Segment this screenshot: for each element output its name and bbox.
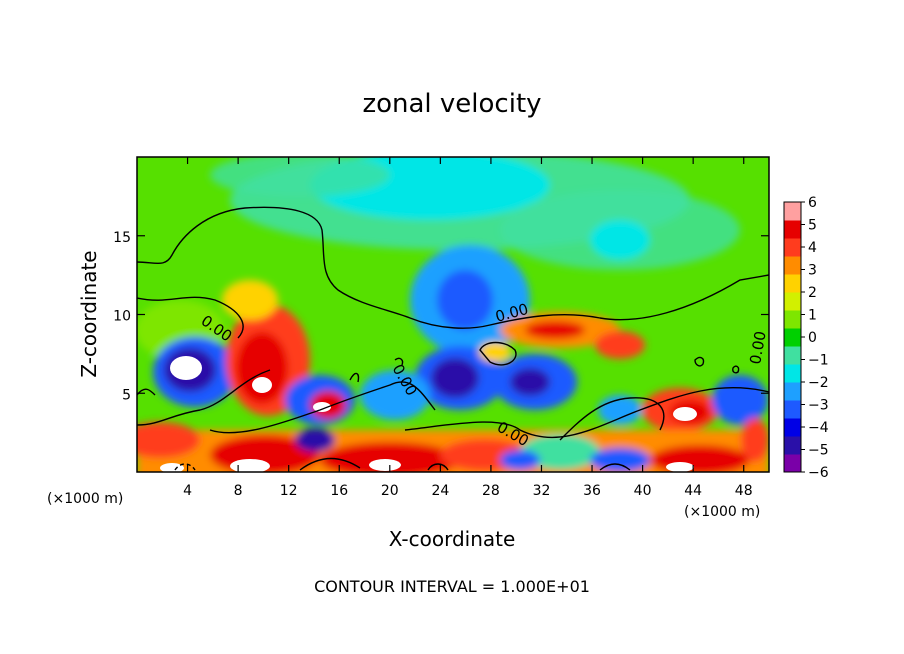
colorbar-swatch <box>784 418 801 437</box>
x-tick-label: 32 <box>533 483 551 499</box>
x-tick-label: 24 <box>431 483 449 499</box>
x-tick-label: 4 <box>183 483 192 499</box>
y-axis-label: Z-coordinate <box>77 250 101 377</box>
colorbar: 6 5 4 3 2 1 0 −1 −2 −3 −4 −5 −6 <box>783 195 829 481</box>
colorbar-tick-label: 1 <box>808 308 817 324</box>
colorbar-swatch <box>784 364 801 383</box>
y-tick-label: 15 <box>113 230 131 246</box>
x-tick-label: 36 <box>583 483 601 499</box>
colorbar-tick-label: −6 <box>808 465 829 481</box>
colorbar-tick-label: −1 <box>808 353 829 369</box>
colorbar-swatch <box>784 382 801 401</box>
colorbar-tick-label: −5 <box>808 443 829 459</box>
colorbar-swatch <box>784 274 801 293</box>
x-tick-label: 48 <box>735 483 753 499</box>
colorbar-tick-label: 4 <box>808 240 817 256</box>
zero-contours <box>137 206 769 471</box>
colorbar-swatch <box>784 346 801 365</box>
colorbar-swatch <box>784 328 801 347</box>
colorbar-swatch <box>784 454 801 473</box>
colorbar-tick-label: −2 <box>808 375 829 391</box>
x-unit-left: (×1000 m) <box>47 491 123 507</box>
colorbar-tick-label: 5 <box>808 218 817 234</box>
x-tick-label: 44 <box>684 483 702 499</box>
colorbar-swatch <box>784 220 801 239</box>
saturation-spots <box>160 356 697 472</box>
colorbar-tick-label: 0 <box>808 330 817 346</box>
plot-area: 0.00 0.00 0.00 0.00 0.00 <box>137 157 770 472</box>
x-tick-label: 20 <box>381 483 399 499</box>
colorbar-tick-label: −4 <box>808 420 829 436</box>
x-tick-label: 8 <box>234 483 243 499</box>
x-tick-label: 40 <box>634 483 652 499</box>
x-axis: 4 8 12 16 20 24 28 32 36 40 44 48 <box>183 157 753 499</box>
y-axis: 5 10 15 <box>113 230 769 403</box>
colorbar-tick-label: 6 <box>808 195 817 211</box>
y-tick-label: 10 <box>113 309 131 325</box>
contour-label: 0.00 <box>746 330 770 366</box>
colorbar-swatch <box>784 436 801 455</box>
colorbar-swatch <box>784 292 801 311</box>
colorbar-tick-label: 3 <box>808 263 817 279</box>
colorbar-swatch <box>784 238 801 257</box>
colorbar-tick-label: −3 <box>808 398 829 414</box>
colorbar-tick-label: 2 <box>808 285 817 301</box>
x-tick-label: 28 <box>482 483 500 499</box>
x-axis-label: X-coordinate <box>389 527 516 551</box>
y-tick-label: 5 <box>122 387 131 403</box>
x-tick-label: 12 <box>280 483 298 499</box>
colorbar-swatch <box>784 202 801 221</box>
colorbar-swatch <box>784 310 801 329</box>
x-unit-right: (×1000 m) <box>684 504 760 520</box>
contour-interval: CONTOUR INTERVAL = 1.000E+01 <box>314 577 590 596</box>
x-tick-label: 16 <box>330 483 348 499</box>
chart-title: zonal velocity <box>362 89 541 119</box>
colorbar-swatch <box>784 400 801 419</box>
colorbar-swatch <box>784 256 801 275</box>
